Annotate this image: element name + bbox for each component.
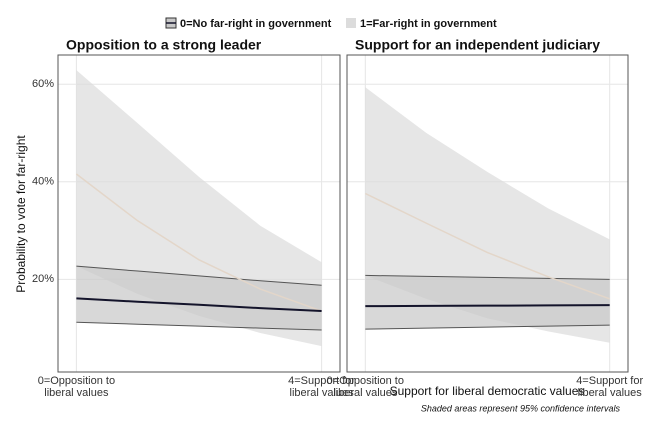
y-tick-label: 40% — [32, 176, 54, 188]
band-edge — [365, 324, 610, 330]
x-tick-label: 4=Support for liberal values — [576, 375, 643, 399]
legend-swatch — [346, 18, 356, 28]
confidence-band — [76, 266, 322, 331]
line — [364, 192, 610, 300]
panel-title: Opposition to a strong leader — [66, 37, 262, 53]
legend-label: 1=Far-right in government — [360, 18, 497, 30]
y-tick-label: 60% — [32, 78, 54, 90]
band-edge — [76, 321, 322, 331]
panel-border — [57, 54, 341, 373]
y-axis-label: Probability to vote for far-right — [14, 135, 28, 293]
panel-title: Support for an independent judiciary — [355, 37, 600, 53]
x-axis-label: Support for liberal democratic values — [390, 384, 585, 398]
band-edge — [365, 274, 610, 280]
confidence-band — [365, 275, 610, 330]
band-edge — [76, 265, 322, 286]
line — [365, 304, 610, 308]
x-tick-label: 4=Support for liberal values — [288, 375, 355, 399]
note: Shaded areas represent 95% confidence in… — [421, 403, 621, 413]
line — [76, 297, 322, 313]
x-tick-label: 0=Opposition to liberal values — [327, 375, 404, 399]
x-tick-label: 0=Opposition to liberal values — [38, 375, 115, 399]
line — [75, 173, 322, 312]
legend-label: 0=No far-right in government — [180, 18, 332, 30]
panel-border — [346, 54, 629, 373]
y-tick-label: 20% — [32, 273, 54, 285]
